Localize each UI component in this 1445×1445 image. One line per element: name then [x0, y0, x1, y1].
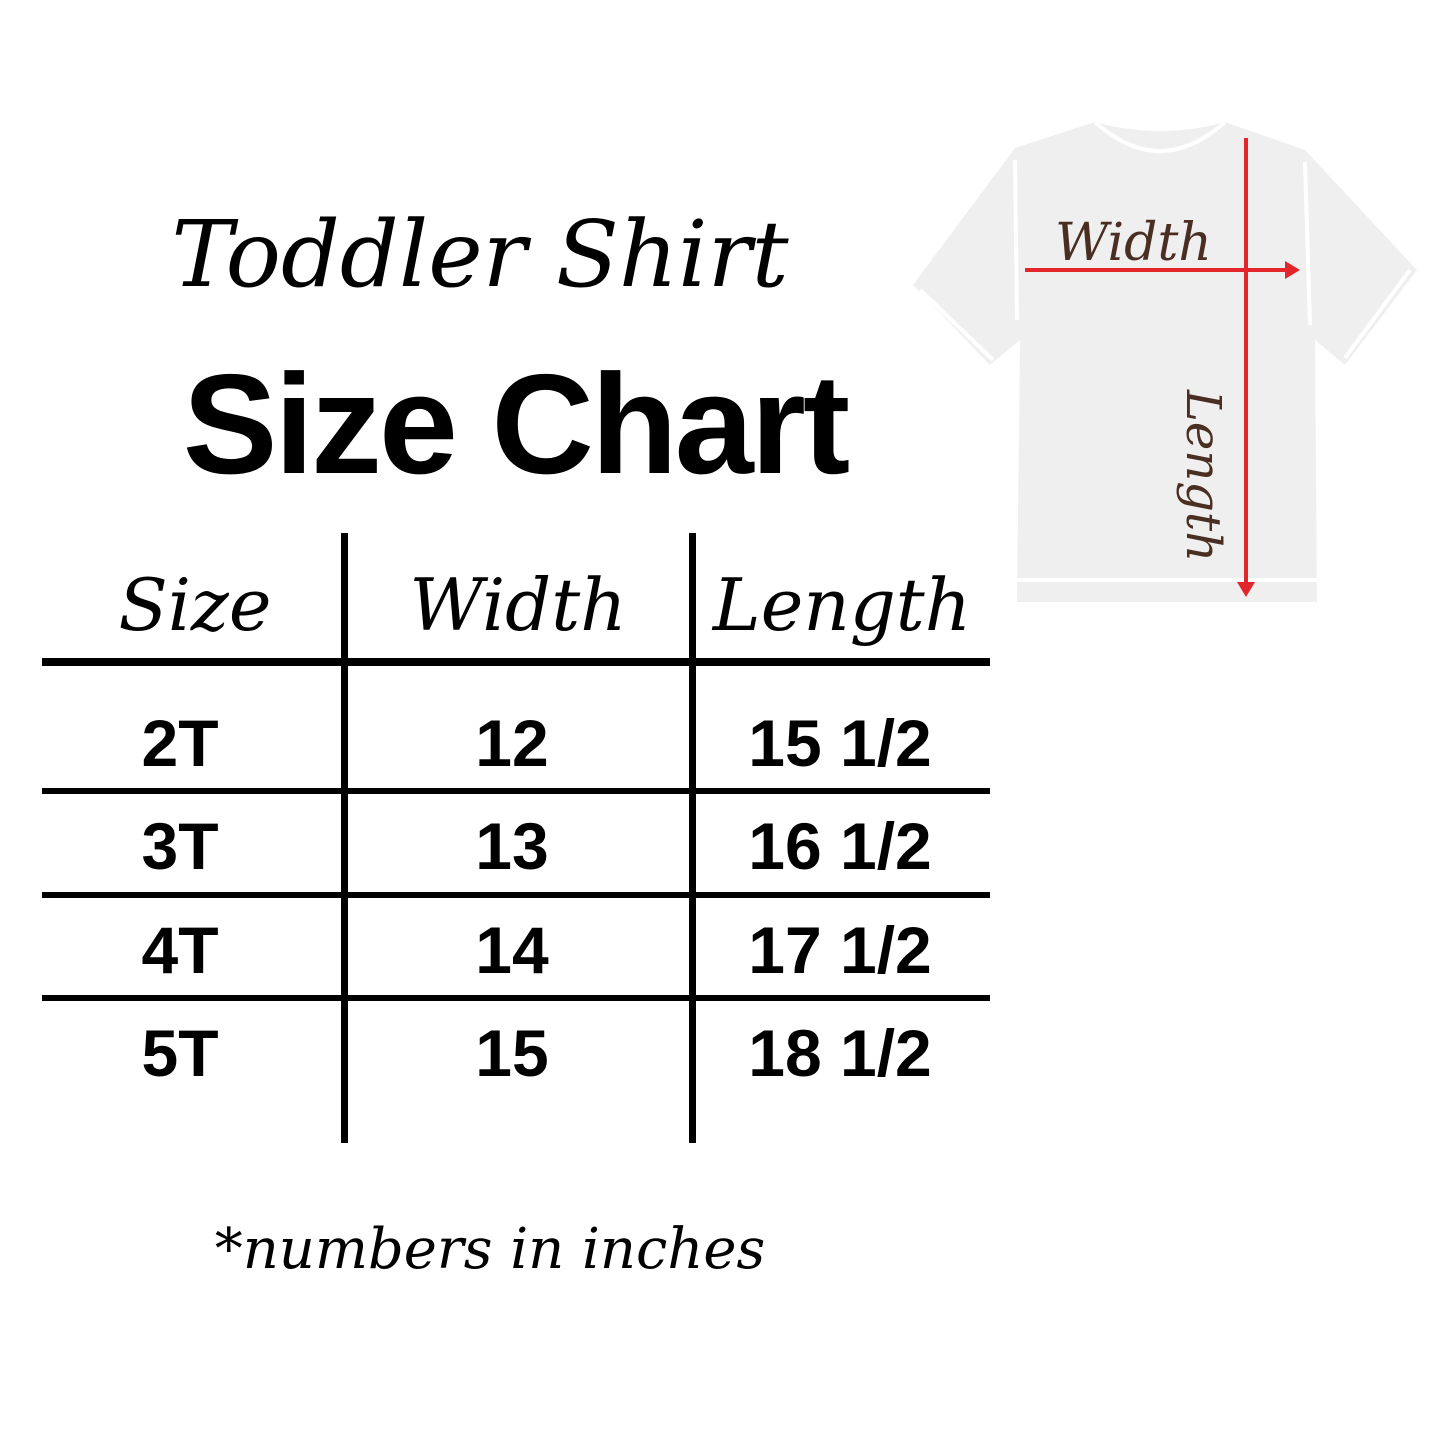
- row-divider: [42, 892, 990, 898]
- table-cell-length: 18 1/2: [748, 1016, 932, 1090]
- table-cell-size: 3T: [141, 809, 219, 883]
- page-title: Size Chart: [182, 345, 850, 504]
- shirt-icon: [913, 122, 1417, 602]
- length-label: Length: [1175, 389, 1231, 562]
- title-script: Toddler Shirt: [171, 201, 789, 308]
- table-cell-length: 17 1/2: [748, 913, 932, 987]
- width-label: Width: [1055, 213, 1212, 273]
- footnote: *numbers in inches: [214, 1217, 766, 1282]
- column-divider: [341, 533, 348, 1143]
- shirt-diagram: Width Length: [913, 120, 1417, 602]
- row-divider: [42, 788, 990, 794]
- row-divider: [42, 995, 990, 1001]
- table-cell-size: 4T: [141, 913, 219, 987]
- table-cell-width: 12: [475, 706, 549, 780]
- table-cell-width: 15: [475, 1016, 549, 1090]
- table-cell-length: 15 1/2: [748, 706, 932, 780]
- column-divider: [689, 533, 696, 1143]
- header-length: Length: [712, 563, 972, 647]
- header-size: Size: [118, 563, 272, 647]
- table-cell-size: 2T: [141, 706, 219, 780]
- table-cell-width: 13: [475, 809, 549, 883]
- header-width: Width: [409, 563, 627, 647]
- table-cell-length: 16 1/2: [748, 809, 932, 883]
- table-cell-width: 14: [475, 913, 549, 987]
- header-divider: [42, 658, 990, 666]
- table-cell-size: 5T: [141, 1016, 219, 1090]
